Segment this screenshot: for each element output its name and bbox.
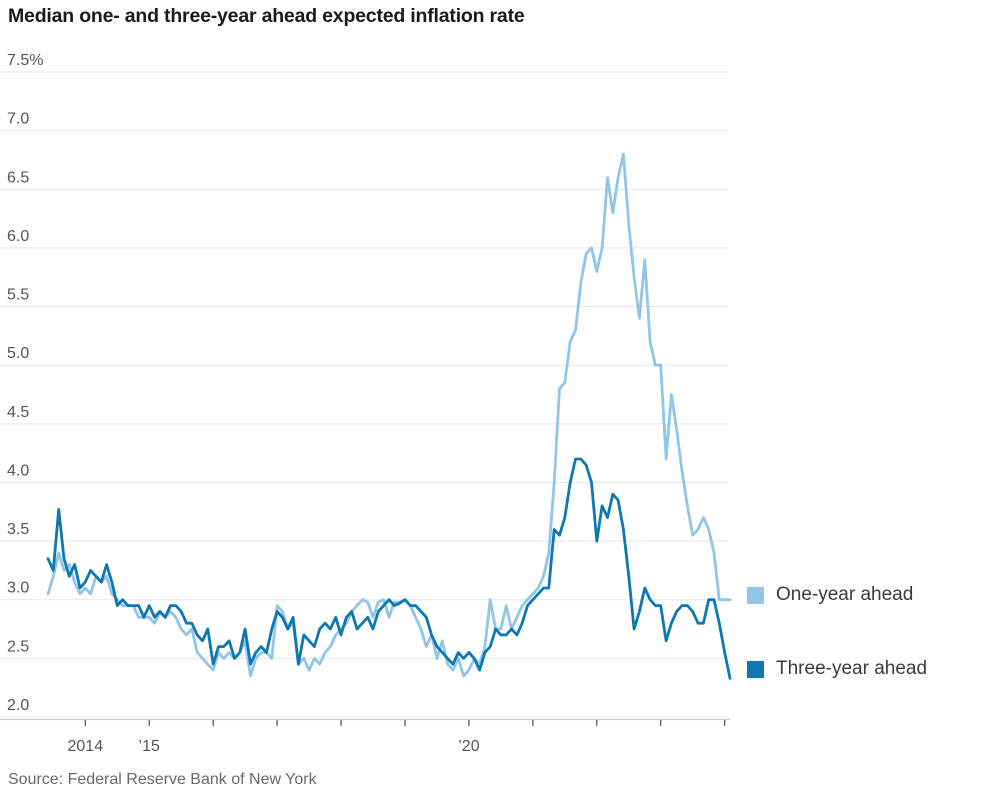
y-tick-label: 2.0: [7, 697, 29, 714]
x-tick-label: 2014: [68, 738, 104, 755]
y-tick-label: 6.0: [7, 228, 29, 245]
one-year-legend-swatch-icon: [747, 586, 764, 604]
y-tick-label: 3.5: [7, 521, 29, 538]
y-tick-label: 7.5%: [7, 52, 43, 69]
series-line-one-year: [46, 152, 732, 678]
y-tick-label: 4.0: [7, 462, 29, 479]
one-year-legend-label: One-year ahead: [776, 584, 914, 605]
y-tick-label: 2.5: [7, 638, 29, 655]
three-year-legend-label: Three-year ahead: [776, 658, 928, 679]
y-tick-label: 3.0: [7, 580, 29, 597]
inflation-line-chart: 7.5% 7.0 6.5 6.0 5.5 5.0 4.5 4.0 3.5 3.0 2.5 2.0 201…: [0, 52, 732, 755]
source-attribution: Source: Federal Reserve Bank of New York: [8, 771, 317, 788]
y-tick-label: 6.5: [7, 169, 29, 186]
legend-item-one-year: One-year ahead: [747, 584, 913, 606]
x-tick-label: ’15: [139, 738, 160, 755]
series-line-three-year: [46, 457, 732, 680]
chart-title: Median one- and three-year ahead expecte…: [8, 5, 525, 27]
x-tick-label: ’20: [458, 738, 479, 755]
y-tick-label: 4.5: [7, 404, 29, 421]
y-tick-label: 5.0: [7, 345, 29, 362]
three-year-legend-swatch-icon: [747, 660, 764, 678]
legend-item-three-year: Three-year ahead: [747, 658, 927, 680]
y-tick-label: 7.0: [7, 111, 29, 128]
y-tick-label: 5.5: [7, 287, 29, 304]
